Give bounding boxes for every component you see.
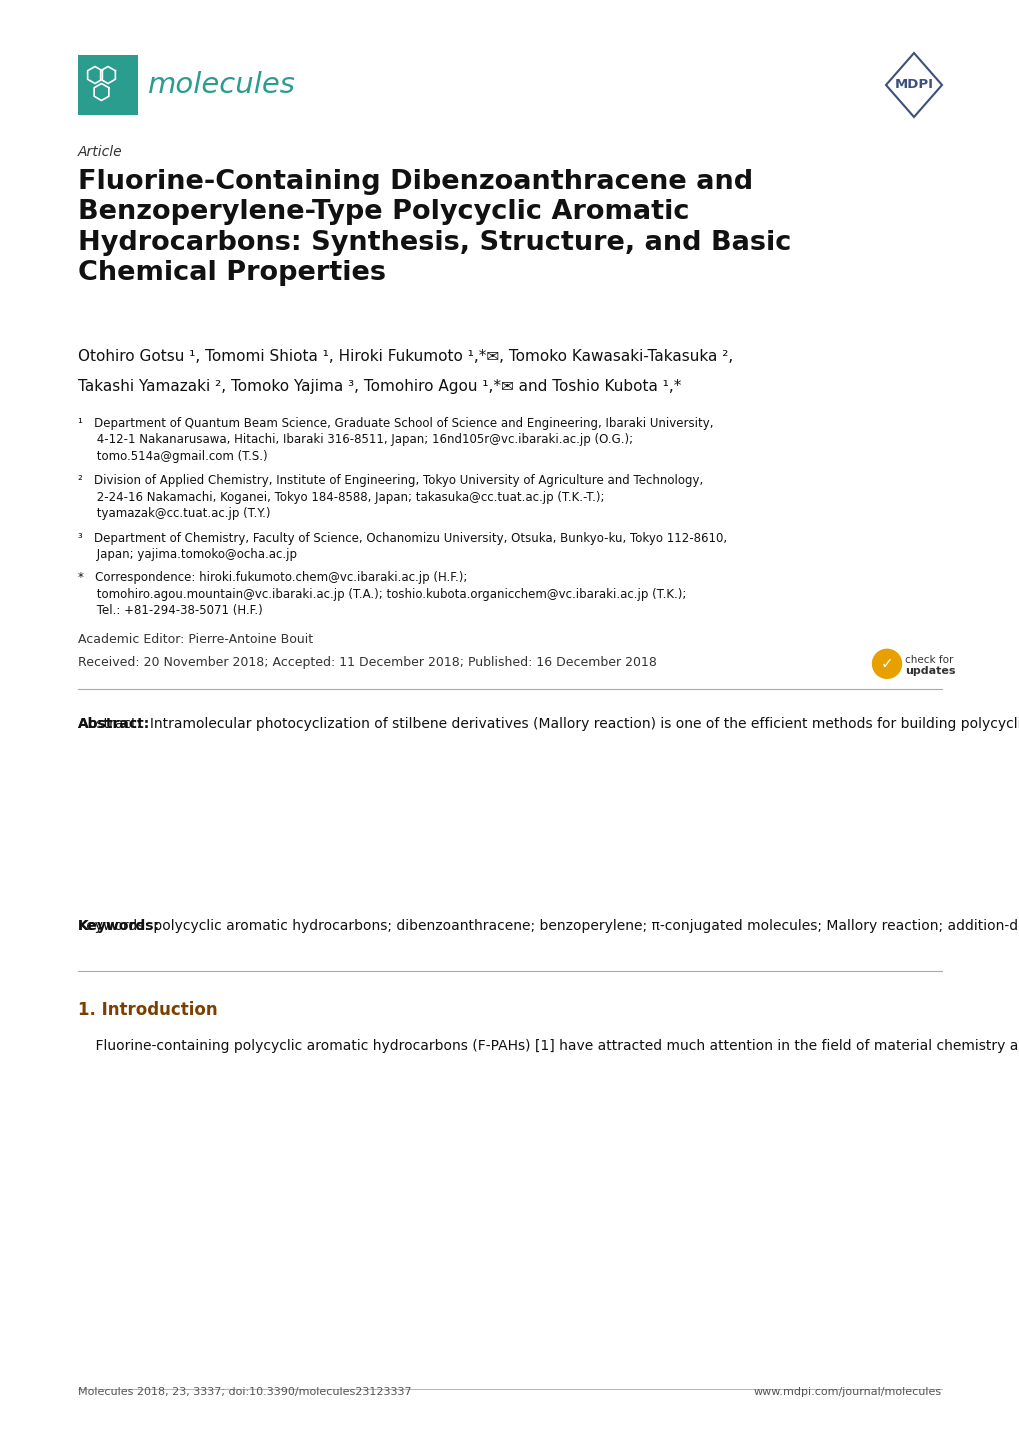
Text: Abstract:: Abstract:: [77, 717, 150, 731]
Text: Takashi Yamazaki ², Tomoko Yajima ³, Tomohiro Agou ¹,*✉ and Toshio Kubota ¹,*: Takashi Yamazaki ², Tomoko Yajima ³, Tom…: [77, 379, 681, 394]
Circle shape: [871, 649, 901, 678]
Text: Keywords: polycyclic aromatic hydrocarbons; dibenzoanthracene; benzoperylene; π-: Keywords: polycyclic aromatic hydrocarbo…: [77, 919, 1019, 933]
Text: www.mdpi.com/journal/molecules: www.mdpi.com/journal/molecules: [753, 1387, 942, 1397]
Text: Academic Editor: Pierre-Antoine Bouit: Academic Editor: Pierre-Antoine Bouit: [77, 633, 313, 646]
Text: Abstract:  Intramolecular photocyclization of stilbene derivatives (Mallory reac: Abstract: Intramolecular photocyclizatio…: [77, 717, 1019, 731]
Text: Otohiro Gotsu ¹, Tomomi Shiota ¹, Hiroki Fukumoto ¹,*✉, Tomoko Kawasaki-Takasuka: Otohiro Gotsu ¹, Tomomi Shiota ¹, Hiroki…: [77, 349, 733, 363]
Text: ✓: ✓: [879, 656, 893, 672]
Text: updates: updates: [904, 666, 955, 676]
Text: Molecules 2018, 23, 3337; doi:10.3390/molecules23123337: Molecules 2018, 23, 3337; doi:10.3390/mo…: [77, 1387, 412, 1397]
Text: 1. Introduction: 1. Introduction: [77, 1001, 217, 1019]
Text: Fluorine-Containing Dibenzoanthracene and
Benzoperylene-Type Polycyclic Aromatic: Fluorine-Containing Dibenzoanthracene an…: [77, 169, 791, 286]
FancyBboxPatch shape: [77, 55, 138, 115]
Text: ¹   Department of Quantum Beam Science, Graduate School of Science and Engineeri: ¹ Department of Quantum Beam Science, Gr…: [77, 417, 713, 463]
Text: molecules: molecules: [148, 71, 296, 99]
Text: ³   Department of Chemistry, Faculty of Science, Ochanomizu University, Otsuka, : ³ Department of Chemistry, Faculty of Sc…: [77, 532, 727, 561]
Text: Received: 20 November 2018; Accepted: 11 December 2018; Published: 16 December 2: Received: 20 November 2018; Accepted: 11…: [77, 656, 656, 669]
Text: Keywords:: Keywords:: [77, 919, 160, 933]
Text: *   Correspondence: hiroki.fukumoto.chem@vc.ibaraki.ac.jp (H.F.);
     tomohiro.: * Correspondence: hiroki.fukumoto.chem@v…: [77, 571, 686, 617]
Text: Fluorine-containing polycyclic aromatic hydrocarbons (F-PAHs) [1] have attracted: Fluorine-containing polycyclic aromatic …: [77, 1038, 1019, 1053]
Text: check for: check for: [904, 655, 953, 665]
Text: ²   Division of Applied Chemistry, Institute of Engineering, Tokyo University of: ² Division of Applied Chemistry, Institu…: [77, 474, 702, 521]
Text: MDPI: MDPI: [894, 78, 932, 91]
Text: Article: Article: [77, 146, 122, 159]
